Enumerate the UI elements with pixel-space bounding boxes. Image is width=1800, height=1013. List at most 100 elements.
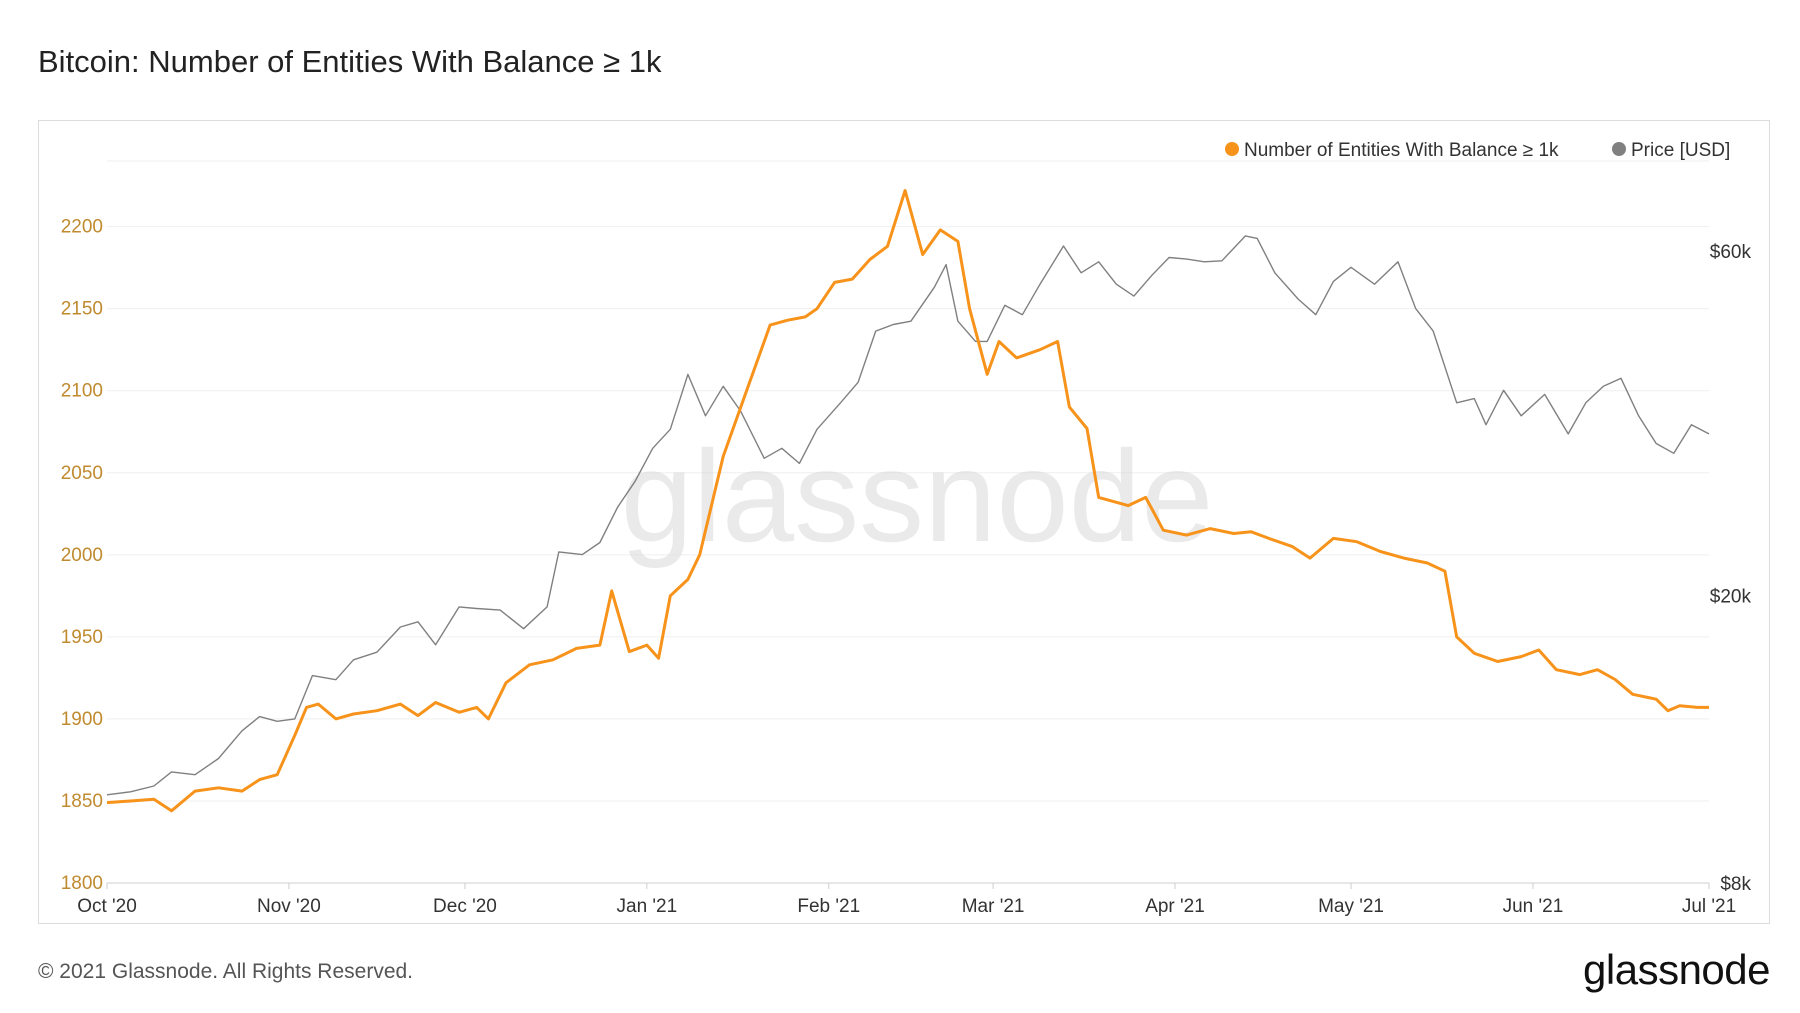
price-data-point [617,507,619,509]
price-data-point [294,718,296,720]
chart-svg: glassnode 1800 1850 1900 1950 2000 2050 2100 21… [61,140,1752,917]
price-data-point [1503,389,1505,391]
entities-data-point [834,282,836,284]
price-data-point [106,794,108,796]
y-left-tick-label: 2150 [61,299,103,320]
entities-data-point [1333,538,1335,540]
y-left-tick-label: 2100 [61,381,103,402]
price-data-point [799,463,801,465]
entities-data-point [816,308,818,310]
axes: 1800 1850 1900 1950 2000 2050 2100 2150 2200 $8k $… [61,217,1752,917]
entities-data-point [1016,357,1018,359]
page-title: Bitcoin: Number of Entities With Balance… [38,44,662,79]
entities-data-point [218,787,220,789]
entities-data-point [576,648,578,650]
entities-data-point [769,324,771,326]
x-tick-label: Jan '21 [617,896,678,917]
price-data-point [1203,261,1205,263]
price-data-point [934,286,936,288]
price-data-point [417,621,419,623]
price-data-point [276,720,278,722]
entities-data-point [939,229,941,231]
price-data-point [892,324,894,326]
entities-data-point [1696,707,1698,709]
price-data-point [1297,298,1299,300]
price-data-point [558,551,560,553]
x-tick-label: Jul '21 [1682,896,1736,917]
price-data-point [1315,314,1317,316]
price-data-point [1274,272,1276,274]
entities-data-point [658,657,660,659]
entities-data-point [153,798,155,800]
price-data-point [910,320,912,322]
entities-data-point [1209,528,1211,530]
price-data-point [376,651,378,653]
chart-frame: glassnode 1800 1850 1900 1950 2000 2050 2100 21… [38,120,1770,924]
price-data-point [194,774,196,776]
price-data-point [634,480,636,482]
y-right-tick-label: $60k [1710,242,1752,263]
y-left-tick-label: 1800 [61,873,103,894]
price-data-point [476,608,478,610]
price-data-point [1415,308,1417,310]
y-left-tick-label: 2200 [61,217,103,238]
entities-data-point [1538,649,1540,651]
x-tick-label: May '21 [1318,896,1384,917]
y-left-tick-label: 1950 [61,627,103,648]
entities-data-point [1039,349,1041,351]
price-data-point [1397,261,1399,263]
entities-data-point [194,790,196,792]
entities-data-point [529,664,531,666]
entities-data-point [1086,428,1088,430]
entities-data-point [1127,505,1129,507]
x-tick-label: Feb '21 [797,896,860,917]
price-data-point [1004,304,1006,306]
entities-data-point [1520,656,1522,658]
price-data-point [1063,245,1065,247]
entities-data-point [1708,707,1710,709]
price-data-point [945,264,947,266]
entities-data-point [1456,636,1458,638]
price-data-point [816,428,818,430]
price-data-point [1620,377,1622,379]
entities-data-point [699,554,701,556]
entities-data-point [306,707,308,709]
price-series-line [106,235,1710,796]
price-data-point [130,791,132,793]
entities-data-point [259,779,261,781]
price-data-point [1432,330,1434,332]
entities-data-point [1057,341,1059,343]
entities-data-point [957,241,959,243]
price-data-point [335,679,337,681]
price-data-point [523,628,525,630]
price-data-point [1585,402,1587,404]
price-data-point [781,447,783,449]
legend: Number of Entities With Balance ≥ 1k Pric… [1225,140,1730,161]
price-data-point [840,402,842,404]
x-tick-label: Jun '21 [1503,896,1564,917]
entities-data-point [353,713,355,715]
entities-data-point [611,590,613,592]
x-tick-label: Dec '20 [433,896,497,917]
entities-data-point [1632,693,1634,695]
entities-data-point [599,644,601,646]
price-data-point [153,785,155,787]
y-left-tick-label: 2050 [61,463,103,484]
x-tick-label: Mar '21 [962,896,1025,917]
price-data-point [875,330,877,332]
entities-data-point [1403,557,1405,559]
price-data-point [1245,235,1247,237]
price-data-point [353,659,355,661]
price-data-point [1638,415,1640,417]
glassnode-logo: glassnode [1583,946,1770,993]
entities-data-point [1233,533,1235,535]
price-data-point [1567,433,1569,435]
entities-data-point [106,802,108,804]
entities-data-point [417,715,419,717]
y-right-tick-label: $8k [1720,874,1751,895]
price-data-point [986,341,988,343]
price-data-point [1098,261,1100,263]
entities-data-point [969,308,971,310]
price-data-point [1022,314,1024,316]
entities-data-point [171,810,173,812]
